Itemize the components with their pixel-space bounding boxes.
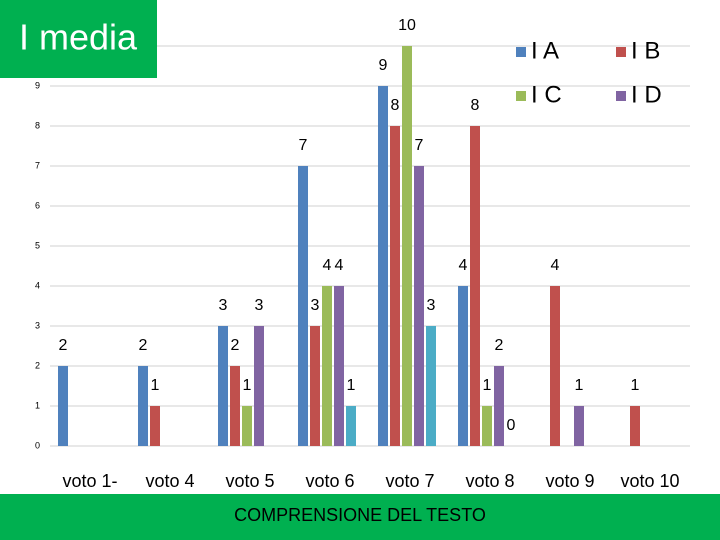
bar <box>470 126 480 446</box>
x-label-box <box>0 494 720 540</box>
data-label: 2 <box>139 337 148 354</box>
legend-swatch <box>516 91 526 101</box>
bar <box>298 166 308 446</box>
data-label: 1 <box>243 377 252 394</box>
y-tick-label: 3 <box>35 320 40 330</box>
x-tick-label: voto 1- <box>62 471 117 491</box>
data-label: 3 <box>255 297 264 314</box>
bar <box>494 366 504 446</box>
data-label: 7 <box>415 137 424 154</box>
bar <box>414 166 424 446</box>
bar <box>150 406 160 446</box>
data-label: 1 <box>575 377 584 394</box>
y-tick-label: 7 <box>35 160 40 170</box>
bar <box>346 406 356 446</box>
y-tick-label: 5 <box>35 240 40 250</box>
data-label: 4 <box>459 257 468 274</box>
data-label: 4 <box>323 257 332 274</box>
x-tick-label: voto 10 <box>620 471 679 491</box>
data-label: 2 <box>231 337 240 354</box>
data-label: 0 <box>507 417 516 434</box>
bar <box>138 366 148 446</box>
data-label: 1 <box>631 377 640 394</box>
data-label: 3 <box>219 297 228 314</box>
data-label: 2 <box>59 337 68 354</box>
y-tick-label: 9 <box>35 80 40 90</box>
data-label: 4 <box>335 257 344 274</box>
data-label: 1 <box>483 377 492 394</box>
data-label: 1 <box>347 377 356 394</box>
data-label: 7 <box>299 137 308 154</box>
y-tick-label: 6 <box>35 200 40 210</box>
bar <box>426 326 436 446</box>
x-tick-label: voto 9 <box>545 471 594 491</box>
data-label: 2 <box>495 337 504 354</box>
x-axis-label: COMPRENSIONE DEL TESTO <box>234 505 486 525</box>
data-label: 8 <box>471 97 480 114</box>
legend-label: I C <box>531 81 562 108</box>
title-box <box>0 0 157 78</box>
bar <box>334 286 344 446</box>
y-tick-label: 2 <box>35 360 40 370</box>
legend-label: I B <box>631 37 660 64</box>
x-tick-label: voto 4 <box>145 471 194 491</box>
bar <box>574 406 584 446</box>
chart-title: I media <box>19 17 138 58</box>
data-label: 8 <box>391 97 400 114</box>
data-label: 10 <box>398 17 416 34</box>
x-tick-label: voto 5 <box>225 471 274 491</box>
bar <box>322 286 332 446</box>
data-label: 3 <box>311 297 320 314</box>
data-label: 3 <box>427 297 436 314</box>
bar <box>58 366 68 446</box>
y-tick-label: 8 <box>35 120 40 130</box>
legend-label: I D <box>631 81 662 108</box>
data-label: 9 <box>379 57 388 74</box>
x-tick-label: voto 8 <box>465 471 514 491</box>
x-tick-label: voto 6 <box>305 471 354 491</box>
y-tick-label: 1 <box>35 400 40 410</box>
bar <box>242 406 252 446</box>
legend-swatch <box>516 47 526 57</box>
x-tick-label: voto 7 <box>385 471 434 491</box>
data-label: 1 <box>151 377 160 394</box>
bar <box>310 326 320 446</box>
legend-swatch <box>616 47 626 57</box>
data-label: 4 <box>551 257 560 274</box>
bar <box>458 286 468 446</box>
y-tick-label: 4 <box>35 280 40 290</box>
bar <box>402 46 412 446</box>
legend-label: I A <box>531 37 559 64</box>
bar <box>218 326 228 446</box>
bar <box>230 366 240 446</box>
bar <box>630 406 640 446</box>
bar <box>254 326 264 446</box>
legend-swatch <box>616 91 626 101</box>
y-tick-label: 0 <box>35 440 40 450</box>
bar <box>390 126 400 446</box>
bar <box>482 406 492 446</box>
bar <box>378 86 388 446</box>
bar <box>550 286 560 446</box>
